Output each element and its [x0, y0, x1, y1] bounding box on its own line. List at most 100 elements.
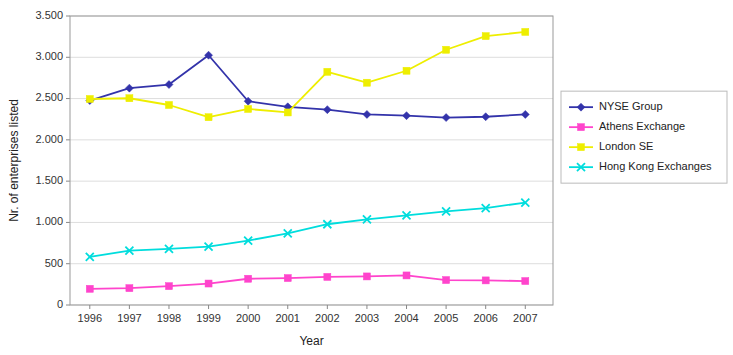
grid-line — [70, 181, 553, 182]
x-axis: 1996199719981999200020012002200320042005… — [78, 305, 538, 324]
x-tick — [168, 305, 169, 309]
x-tick — [248, 305, 249, 309]
point-marker — [521, 110, 529, 118]
point-marker — [324, 273, 331, 280]
point-marker — [403, 67, 410, 74]
x-axis-label: Year — [299, 334, 323, 348]
point-marker — [86, 285, 93, 292]
legend-marker — [578, 124, 585, 131]
point-marker — [165, 283, 172, 290]
y-tick — [66, 57, 70, 58]
point-marker — [482, 113, 490, 121]
point-marker — [86, 95, 93, 102]
y-tick — [66, 181, 70, 182]
legend-label: Athens Exchange — [599, 120, 685, 132]
point-marker — [244, 237, 252, 245]
x-tick-label: 1998 — [157, 312, 181, 324]
grid-line — [70, 57, 553, 58]
y-tick — [66, 305, 70, 306]
y-axis: 05001.0001.5002.0002.5003.0003.500 — [35, 9, 553, 310]
point-marker — [205, 114, 212, 121]
x-tick — [446, 305, 447, 309]
y-tick — [66, 222, 70, 223]
point-marker — [522, 278, 529, 285]
point-marker — [363, 215, 371, 223]
point-marker — [86, 253, 94, 261]
point-marker — [522, 28, 529, 35]
point-marker — [125, 84, 133, 92]
legend-marker — [577, 163, 585, 171]
x-tick-label: 1999 — [196, 312, 220, 324]
point-marker — [284, 275, 291, 282]
point-marker — [126, 95, 133, 102]
point-marker — [403, 211, 411, 219]
x-tick-label: 2007 — [513, 312, 537, 324]
point-marker — [443, 46, 450, 53]
x-tick — [366, 305, 367, 309]
legend-label: London SE — [599, 140, 653, 152]
point-marker — [323, 106, 331, 114]
point-marker — [205, 51, 213, 59]
y-tick — [66, 98, 70, 99]
point-marker — [403, 112, 411, 120]
x-tick-label: 2006 — [473, 312, 497, 324]
x-tick — [89, 305, 90, 309]
point-marker — [324, 68, 331, 75]
legend: NYSE Group Athens Exchange London SE Hong K… — [561, 91, 727, 183]
point-marker — [443, 277, 450, 284]
point-marker — [323, 220, 331, 228]
point-marker — [245, 275, 252, 282]
legend-marker — [578, 144, 585, 151]
point-marker — [442, 207, 450, 215]
point-marker — [284, 229, 292, 237]
legend-label: NYSE Group — [599, 100, 663, 112]
y-tick — [66, 139, 70, 140]
point-marker — [126, 285, 133, 292]
y-tick — [66, 263, 70, 264]
point-marker — [205, 243, 213, 251]
grid-line — [70, 263, 553, 264]
point-marker — [165, 102, 172, 109]
x-tick — [327, 305, 328, 309]
series-line — [90, 275, 525, 288]
x-tick-label: 2005 — [434, 312, 458, 324]
x-tick — [525, 305, 526, 309]
point-marker — [284, 109, 291, 116]
series-line — [90, 203, 525, 257]
y-tick-label: 3.000 — [35, 50, 63, 62]
x-tick-label: 2004 — [394, 312, 418, 324]
point-marker — [165, 245, 173, 253]
x-tick — [129, 305, 130, 309]
y-tick-label: 0 — [57, 298, 63, 310]
x-tick-label: 1996 — [78, 312, 102, 324]
x-tick — [406, 305, 407, 309]
y-tick-label: 3.500 — [35, 9, 63, 21]
point-marker — [125, 247, 133, 255]
grid-line — [70, 222, 553, 223]
legend-marker — [577, 103, 585, 111]
x-tick-label: 2001 — [276, 312, 300, 324]
series-line — [90, 32, 525, 117]
point-marker — [244, 97, 252, 105]
point-marker — [165, 81, 173, 89]
grid-line — [70, 98, 553, 99]
legend-frame — [561, 91, 727, 183]
y-tick-label: 2.500 — [35, 91, 63, 103]
x-tick-label: 2000 — [236, 312, 260, 324]
y-tick-label: 500 — [45, 257, 63, 269]
series-line — [90, 55, 525, 117]
point-marker — [521, 199, 529, 207]
point-marker — [363, 110, 371, 118]
x-tick — [208, 305, 209, 309]
x-tick-label: 1997 — [117, 312, 141, 324]
point-marker — [442, 114, 450, 122]
point-marker — [363, 79, 370, 86]
y-tick-label: 1.500 — [35, 174, 63, 186]
x-tick — [287, 305, 288, 309]
legend-label: Hong Kong Exchanges — [599, 160, 712, 172]
grid-line — [70, 139, 553, 140]
y-tick — [66, 16, 70, 17]
y-tick-label: 1.000 — [35, 215, 63, 227]
point-marker — [482, 204, 490, 212]
point-marker — [205, 280, 212, 287]
